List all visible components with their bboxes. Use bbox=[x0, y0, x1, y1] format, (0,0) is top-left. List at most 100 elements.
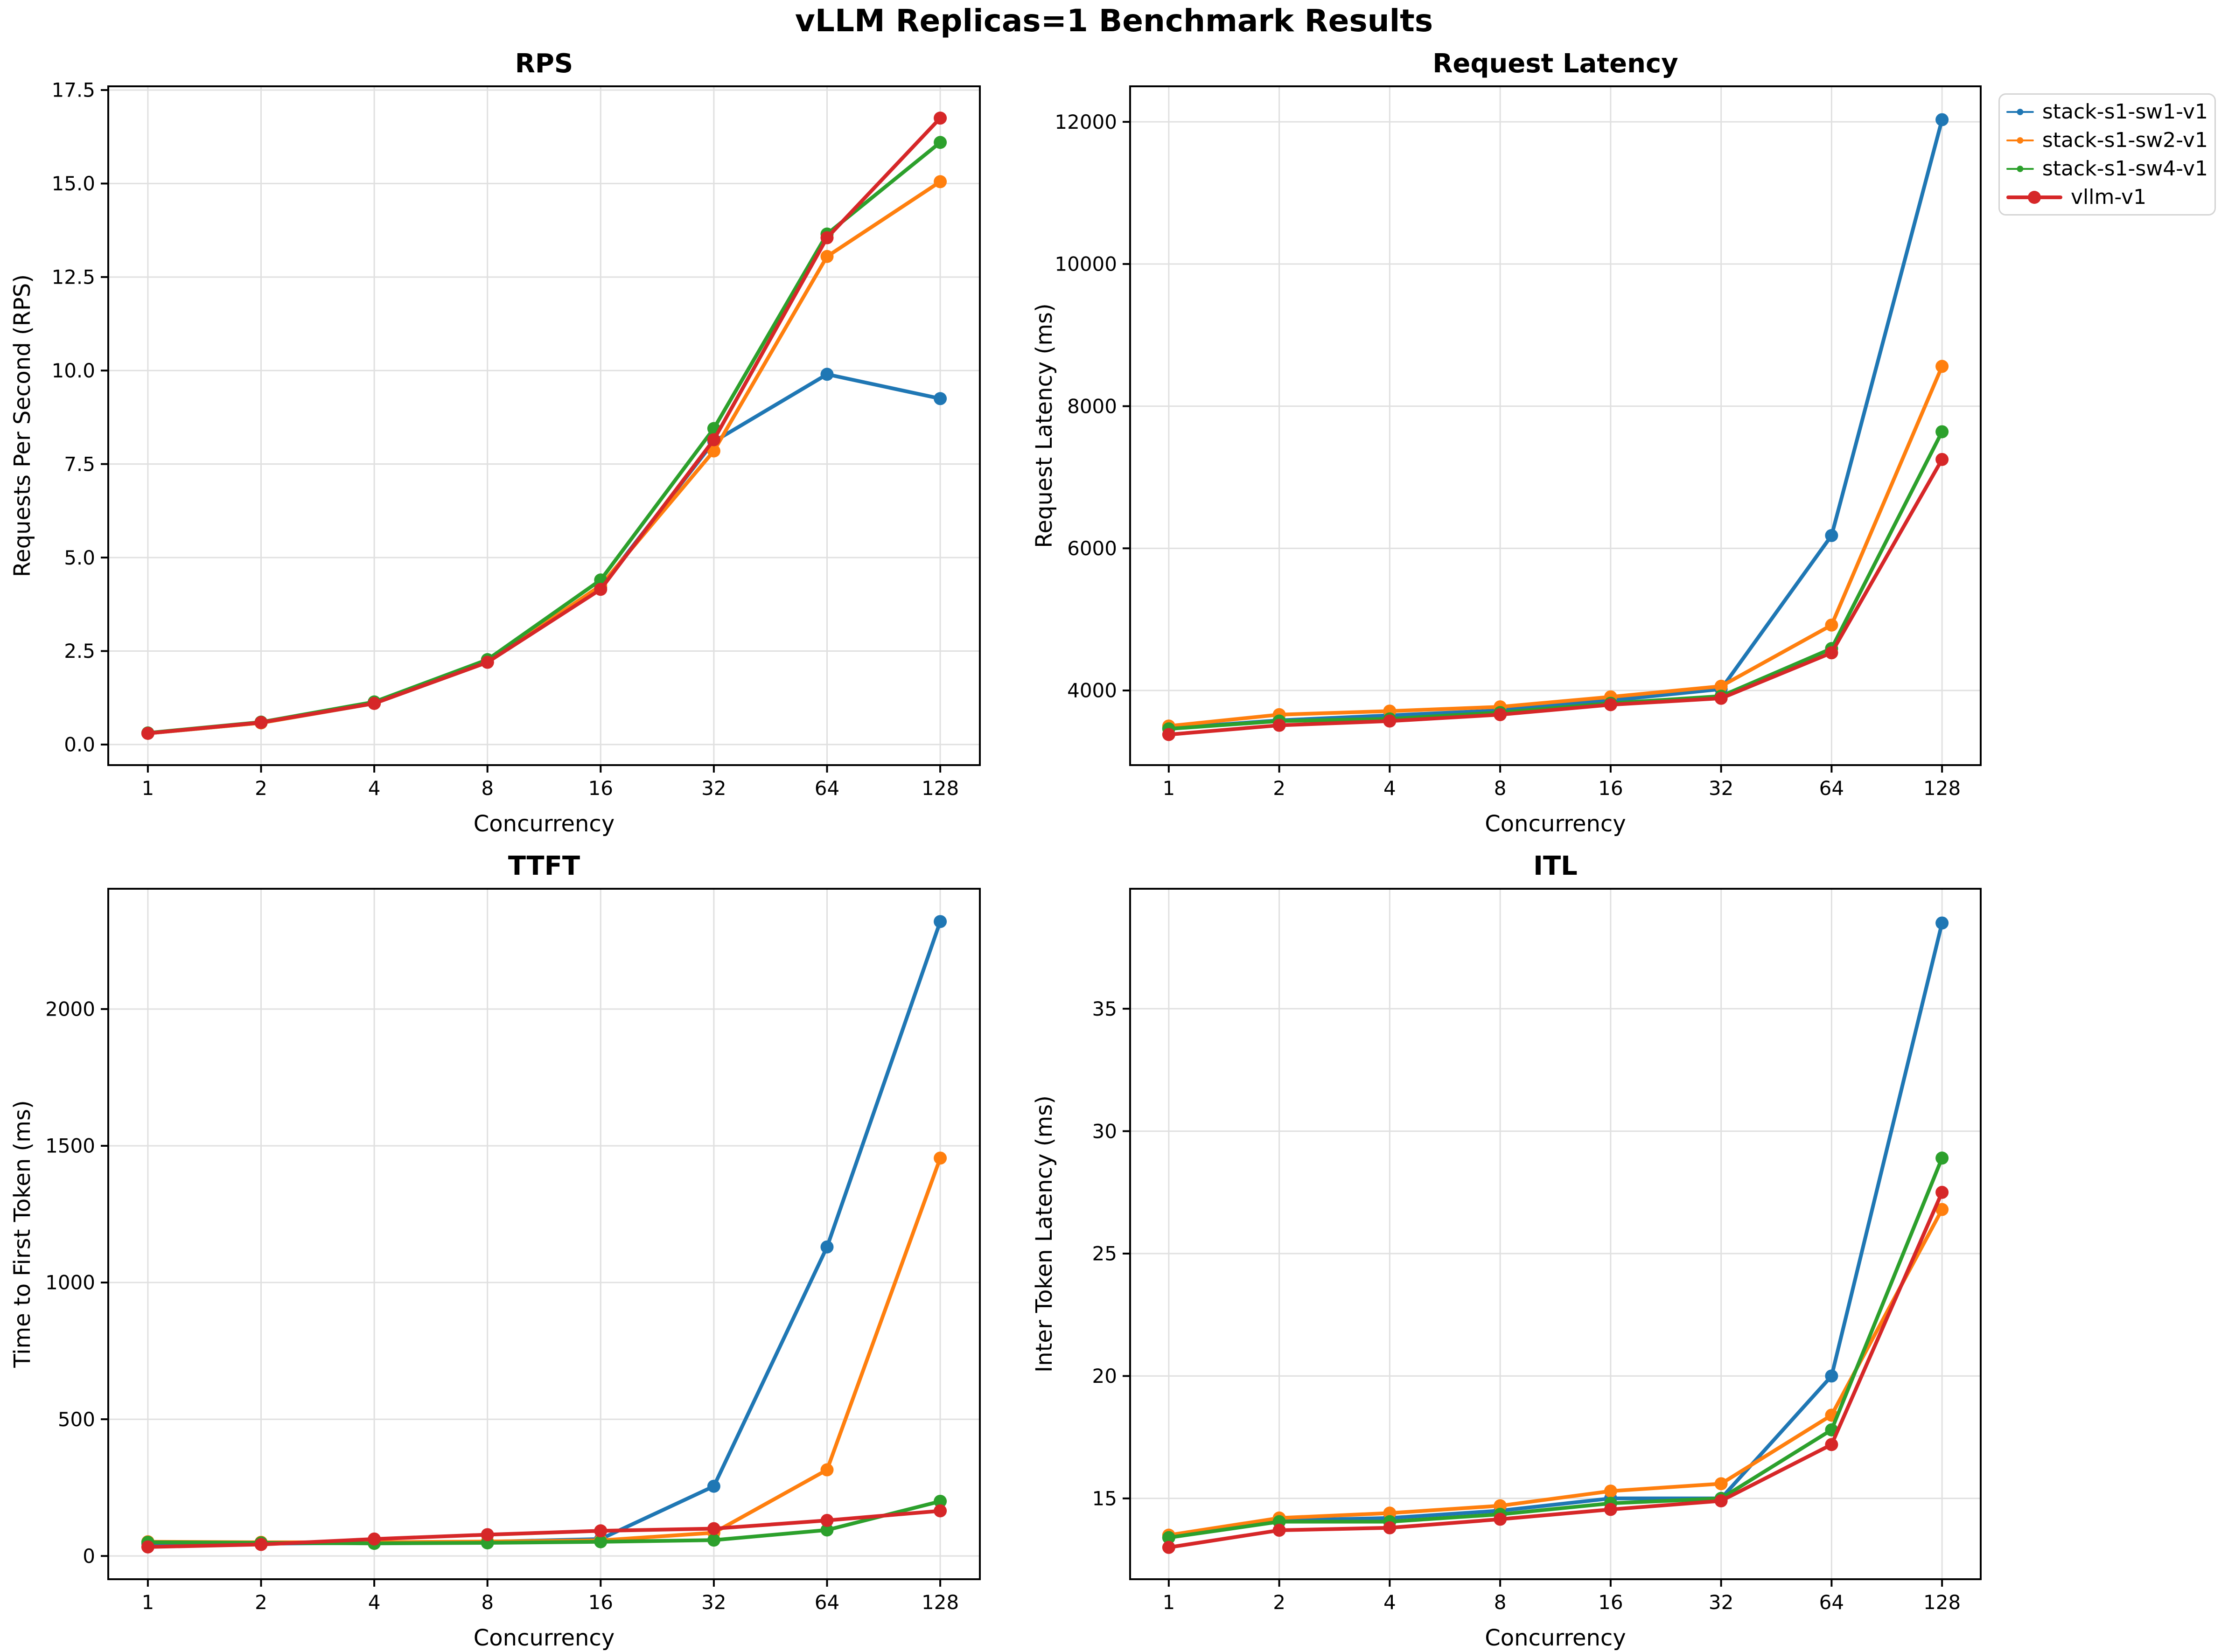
data-point bbox=[1494, 708, 1507, 721]
y-tick-label: 12000 bbox=[1055, 111, 1117, 133]
legend: stack-s1-sw1-v1 stack-s1-sw2-v1 stack-s1-s… bbox=[1998, 93, 2216, 216]
y-tick-label: 10.0 bbox=[51, 359, 95, 382]
x-tick-label: 64 bbox=[815, 1591, 839, 1614]
data-point bbox=[707, 433, 720, 446]
data-point bbox=[820, 1240, 834, 1254]
legend-label: stack-s1-sw1-v1 bbox=[2042, 100, 2208, 124]
data-point bbox=[820, 368, 834, 381]
legend-marker-icon bbox=[2006, 137, 2034, 144]
x-tick-label: 32 bbox=[1709, 777, 1733, 800]
data-point bbox=[481, 655, 494, 669]
figure-suptitle: vLLM Replicas=1 Benchmark Results bbox=[795, 3, 1433, 39]
data-point bbox=[254, 1538, 268, 1551]
y-axis-label: Time to First Token (ms) bbox=[9, 1100, 35, 1368]
axis-ticks bbox=[1123, 121, 1943, 773]
data-point bbox=[820, 231, 834, 244]
series-line-vllm-v1 bbox=[1166, 457, 1944, 737]
data-point bbox=[820, 1513, 834, 1527]
x-tick-label: 1 bbox=[1162, 1591, 1175, 1614]
data-point bbox=[141, 1540, 154, 1554]
data-point bbox=[1714, 679, 1728, 693]
plot-border bbox=[1129, 888, 1982, 1580]
x-tick-label: 8 bbox=[481, 1591, 494, 1614]
data-point bbox=[1162, 1531, 1175, 1544]
data-point bbox=[1935, 1203, 1949, 1216]
x-axis-label: Concurrency bbox=[474, 1625, 615, 1651]
x-tick-label: 1 bbox=[142, 777, 154, 800]
data-point bbox=[934, 1151, 947, 1165]
series-lines bbox=[141, 915, 947, 1554]
legend-item-stack-s1-sw2-v1: stack-s1-sw2-v1 bbox=[2006, 128, 2208, 153]
x-tick-label: 64 bbox=[1819, 777, 1844, 800]
legend-label: stack-s1-sw2-v1 bbox=[2042, 128, 2208, 152]
x-tick-label: 16 bbox=[1598, 1591, 1623, 1614]
legend-marker-icon bbox=[2006, 108, 2034, 115]
axis-ticks bbox=[101, 89, 942, 773]
x-axis-label: Concurrency bbox=[1485, 811, 1626, 837]
x-tick-label: 16 bbox=[588, 1591, 613, 1614]
x-tick-label: 4 bbox=[368, 777, 381, 800]
y-tick-label: 15 bbox=[1092, 1487, 1117, 1510]
data-point bbox=[1825, 646, 1838, 660]
data-point bbox=[1162, 1540, 1175, 1554]
legend-item-vllm-v1: vllm-v1 bbox=[2006, 185, 2208, 209]
data-point bbox=[934, 915, 947, 928]
data-point bbox=[254, 716, 268, 729]
data-point bbox=[1714, 691, 1728, 705]
y-tick-label: 8000 bbox=[1067, 395, 1117, 418]
x-tick-label: 128 bbox=[1923, 1591, 1961, 1614]
x-tick-label: 128 bbox=[922, 1591, 959, 1614]
y-tick-label: 15.0 bbox=[51, 172, 95, 195]
y-tick-label: 25 bbox=[1092, 1242, 1117, 1265]
data-point bbox=[594, 583, 608, 596]
x-tick-label: 4 bbox=[368, 1591, 381, 1614]
series-line-stack-s1-sw2-v1 bbox=[1166, 1207, 1944, 1537]
data-point bbox=[1604, 1503, 1617, 1516]
y-tick-label: 17.5 bbox=[51, 79, 95, 102]
series-lines bbox=[141, 112, 947, 740]
y-tick-label: 10000 bbox=[1055, 253, 1117, 276]
legend-item-stack-s1-sw4-v1: stack-s1-sw4-v1 bbox=[2006, 156, 2208, 181]
data-point bbox=[1494, 1513, 1507, 1526]
data-point bbox=[934, 392, 947, 405]
y-tick-label: 1000 bbox=[45, 1271, 95, 1294]
x-tick-label: 16 bbox=[1598, 777, 1623, 800]
y-tick-label: 5.0 bbox=[64, 546, 95, 569]
x-tick-label: 32 bbox=[701, 777, 726, 800]
y-tick-label: 0 bbox=[83, 1545, 95, 1568]
x-tick-label: 128 bbox=[922, 777, 959, 800]
series-lines bbox=[1162, 916, 1949, 1554]
x-axis-label: Concurrency bbox=[474, 811, 615, 837]
y-tick-label: 2000 bbox=[45, 998, 95, 1021]
data-point bbox=[707, 444, 720, 458]
subplot-title: RPS bbox=[515, 49, 573, 79]
x-tick-label: 32 bbox=[701, 1591, 726, 1614]
legend-item-stack-s1-sw1-v1: stack-s1-sw1-v1 bbox=[2006, 99, 2208, 124]
series-line-vllm-v1 bbox=[146, 116, 943, 735]
x-tick-label: 64 bbox=[815, 777, 839, 800]
data-point bbox=[368, 697, 381, 710]
data-point bbox=[1162, 728, 1175, 741]
data-point bbox=[1935, 1185, 1949, 1199]
plot-border bbox=[1129, 85, 1982, 766]
data-point bbox=[594, 1535, 608, 1548]
y-tick-label: 500 bbox=[58, 1408, 95, 1431]
x-tick-label: 1 bbox=[1162, 777, 1175, 800]
data-point bbox=[934, 136, 947, 149]
x-tick-label: 4 bbox=[1383, 777, 1396, 800]
grid bbox=[108, 889, 980, 1579]
data-point bbox=[594, 1524, 608, 1538]
data-point bbox=[1825, 529, 1838, 542]
plot-border bbox=[107, 85, 981, 766]
data-point bbox=[1714, 1494, 1728, 1508]
data-point bbox=[934, 1494, 947, 1508]
data-point bbox=[1272, 718, 1286, 732]
subplot-title: TTFT bbox=[508, 851, 580, 881]
subplot-title: Request Latency bbox=[1432, 49, 1678, 79]
x-tick-label: 2 bbox=[255, 777, 267, 800]
data-point bbox=[707, 1522, 720, 1535]
